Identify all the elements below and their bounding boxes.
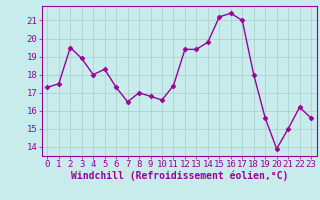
X-axis label: Windchill (Refroidissement éolien,°C): Windchill (Refroidissement éolien,°C) xyxy=(70,171,288,181)
